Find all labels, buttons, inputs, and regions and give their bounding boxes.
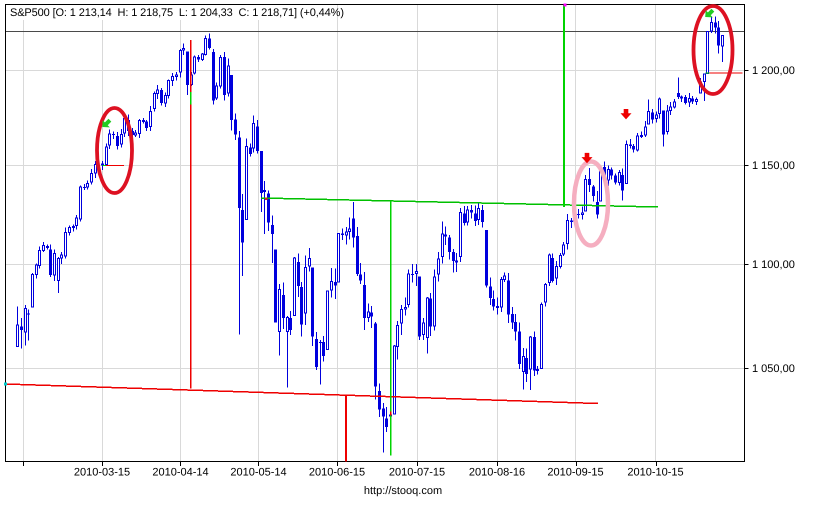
svg-text:1 050,00: 1 050,00 <box>752 363 795 375</box>
svg-text:1 100,00: 1 100,00 <box>752 259 795 271</box>
svg-text:2010-06-15: 2010-06-15 <box>309 467 365 479</box>
svg-text:2010-07-15: 2010-07-15 <box>389 467 445 479</box>
svg-text:S&P500 [O: 1 213,14 H: 1 218,: S&P500 [O: 1 213,14 H: 1 218,75 L: 1 204… <box>10 7 344 19</box>
svg-text:1 200,00: 1 200,00 <box>752 65 795 77</box>
svg-text:1 150,00: 1 150,00 <box>752 160 795 172</box>
svg-text:2010-03-15: 2010-03-15 <box>74 467 130 479</box>
svg-text:http://stooq.com: http://stooq.com <box>364 485 442 497</box>
svg-text:2010-09-15: 2010-09-15 <box>547 467 603 479</box>
svg-text:2010-04-14: 2010-04-14 <box>152 467 208 479</box>
svg-text:2010-05-14: 2010-05-14 <box>230 467 286 479</box>
svg-text:2010-08-16: 2010-08-16 <box>469 467 525 479</box>
svg-text:2010-10-15: 2010-10-15 <box>627 467 683 479</box>
